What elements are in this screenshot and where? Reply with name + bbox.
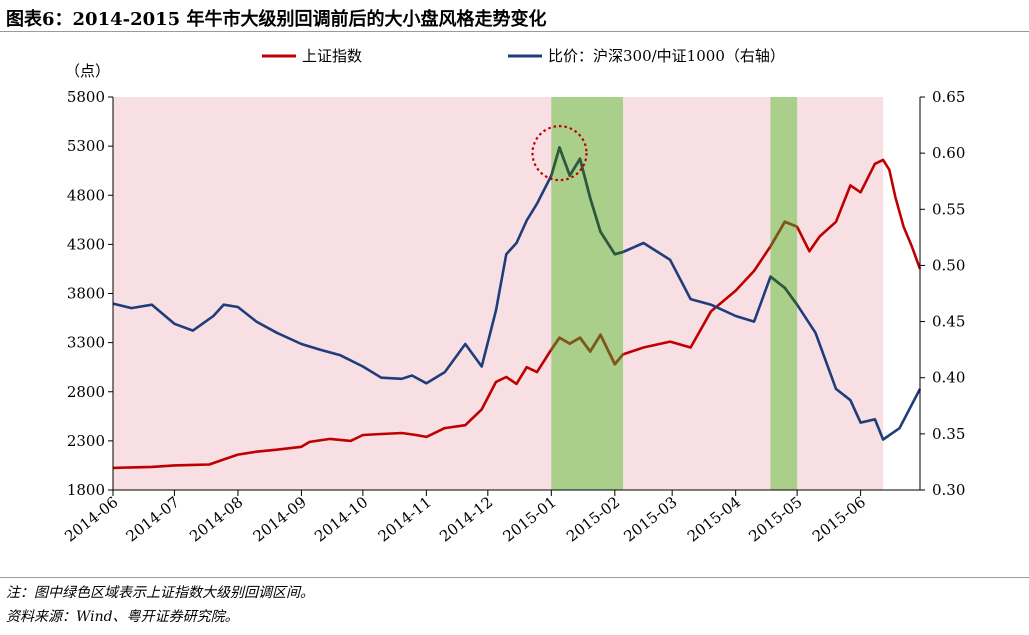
y-tick-label-right: 0.30 (932, 481, 965, 499)
band-segment (568, 336, 582, 345)
chart-source: 资料来源：Wind、粤开证券研究院。 (6, 609, 239, 625)
x-tick-label: 2015-02 (563, 493, 623, 546)
footer-divider (0, 577, 1029, 578)
correction-band (770, 97, 798, 490)
y-tick-label-right: 0.60 (932, 144, 965, 162)
band-segment (568, 157, 582, 177)
band-segment (588, 333, 602, 353)
band-segment (578, 157, 592, 200)
line-chart: 1800 2300 2800 3300 3800 4300 4800 5300 5800 0.30… (61, 47, 965, 546)
band-segment (558, 146, 572, 177)
y-tick-label-left: 4800 (67, 186, 105, 204)
x-tick-label: 2015-06 (809, 493, 869, 546)
y-tick-label-right: 0.40 (932, 369, 965, 387)
band-segment (769, 220, 787, 248)
x-tick-label: 2014-09 (250, 493, 310, 546)
y-tick-label-right: 0.35 (932, 425, 965, 443)
y-tick-label-right: 0.65 (932, 88, 965, 106)
y-tick-label-left: 2800 (67, 383, 105, 401)
y-tick-label-left: 3300 (67, 334, 105, 352)
chart-note: 注：图中绿色区域表示上证指数大级别回调区间。 (6, 585, 314, 601)
correction-bands (551, 97, 798, 490)
y-tick-label-left: 5300 (67, 137, 105, 155)
x-tick-label: 2014-07 (123, 493, 183, 546)
y-axis-unit-label: （点） (65, 62, 110, 80)
band-segment (769, 275, 787, 290)
band-segment (550, 336, 561, 351)
band-segment (558, 336, 572, 345)
correction-band (551, 97, 624, 490)
y-tick-label-left: 3800 (67, 285, 105, 303)
legend: 上证指数 比价：沪深300/中证1000（右轴） (262, 47, 785, 65)
page-title: 图表6：2014-2015 年牛市大级别回调前后的大小盘风格走势变化 (6, 9, 547, 30)
peak-annotation-circle (531, 125, 588, 182)
y-tick-label-left: 1800 (67, 481, 105, 499)
legend-label-shanghai: 上证指数 (302, 47, 362, 65)
x-tick-label: 2015-01 (500, 493, 560, 546)
y-tick-label-right: 0.45 (932, 313, 965, 331)
x-tick-label: 2014-06 (61, 493, 121, 546)
band-segment (550, 146, 561, 177)
series-layer (112, 146, 922, 470)
band-segment (578, 336, 592, 353)
y-tick-label-right: 0.55 (932, 200, 965, 218)
x-tick-label: 2014-12 (436, 493, 496, 546)
band-segment (599, 230, 617, 256)
band-segment (783, 220, 799, 228)
x-tick-label: 2015-05 (745, 493, 805, 546)
y-tick-label-left: 2300 (67, 432, 105, 450)
title-divider (0, 31, 1029, 32)
x-tick-label: 2014-10 (311, 493, 371, 546)
x-tick-label: 2015-03 (620, 493, 680, 546)
x-tick-label: 2015-04 (684, 493, 744, 546)
band-segment (783, 286, 799, 307)
y-tick-label-right: 0.50 (932, 256, 965, 274)
band-segment (613, 353, 625, 366)
legend-label-ratio: 比价：沪深300/中证1000（右轴） (548, 47, 785, 65)
band-segment (588, 196, 602, 234)
y-tick-label-left: 4300 (67, 235, 105, 253)
y-tick-label-left: 5800 (67, 88, 105, 106)
x-tick-label: 2014-11 (375, 493, 435, 546)
x-tick-label: 2014-08 (186, 493, 246, 546)
band-segment (613, 250, 625, 256)
band-segment (599, 333, 617, 366)
